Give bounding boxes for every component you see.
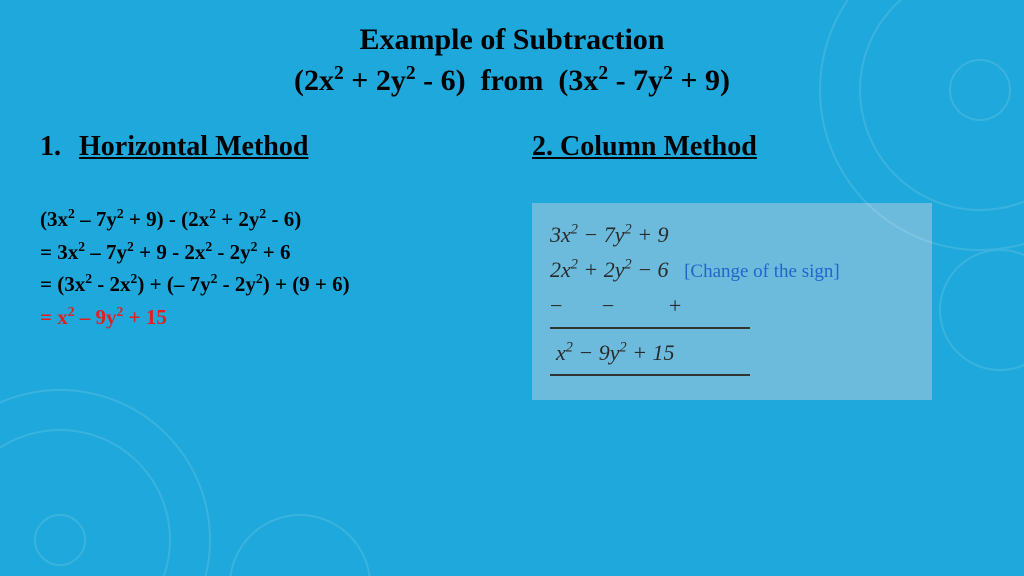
title-line-1: Example of Subtraction — [0, 20, 1024, 61]
column-method-box: 3x2 − 7y2 + 9 2x2 + 2y2 − 6 [Change of t… — [532, 203, 932, 400]
slide-title: Example of Subtraction (2x2 + 2y2 - 6) f… — [0, 0, 1024, 101]
column-method-heading: 2. Column Method — [532, 131, 984, 163]
col-row: 3x2 − 7y2 + 9 — [550, 217, 914, 252]
eq-line: = (3x2 - 2x2) + (– 7y2 - 2y2) + (9 + 6) — [40, 268, 492, 301]
column-answer: x2 − 9y2 + 15 — [550, 335, 914, 370]
horizontal-method-section: 1.Horizontal Method (3x2 – 7y2 + 9) - (2… — [40, 131, 492, 400]
rule-top — [550, 327, 750, 329]
change-sign-annotation: [Change of the sign] — [684, 261, 840, 282]
horizontal-method-heading: 1.Horizontal Method — [40, 131, 492, 163]
rule-bottom — [550, 374, 750, 376]
col-row: 2x2 + 2y2 − 6 [Change of the sign] — [550, 252, 914, 287]
eq-line: = 3x2 – 7y2 + 9 - 2x2 - 2y2 + 6 — [40, 236, 492, 269]
horizontal-steps: (3x2 – 7y2 + 9) - (2x2 + 2y2 - 6) = 3x2 … — [40, 203, 492, 333]
horizontal-result: = x2 – 9y2 + 15 — [40, 301, 492, 334]
title-line-2: (2x2 + 2y2 - 6) from (3x2 - 7y2 + 9) — [0, 61, 1024, 102]
eq-line: (3x2 – 7y2 + 9) - (2x2 + 2y2 - 6) — [40, 203, 492, 236]
content-area: 1.Horizontal Method (3x2 – 7y2 + 9) - (2… — [0, 101, 1024, 400]
sign-row: − − + — [550, 288, 914, 323]
column-method-section: 2. Column Method 3x2 − 7y2 + 9 2x2 + 2y2… — [532, 131, 984, 400]
